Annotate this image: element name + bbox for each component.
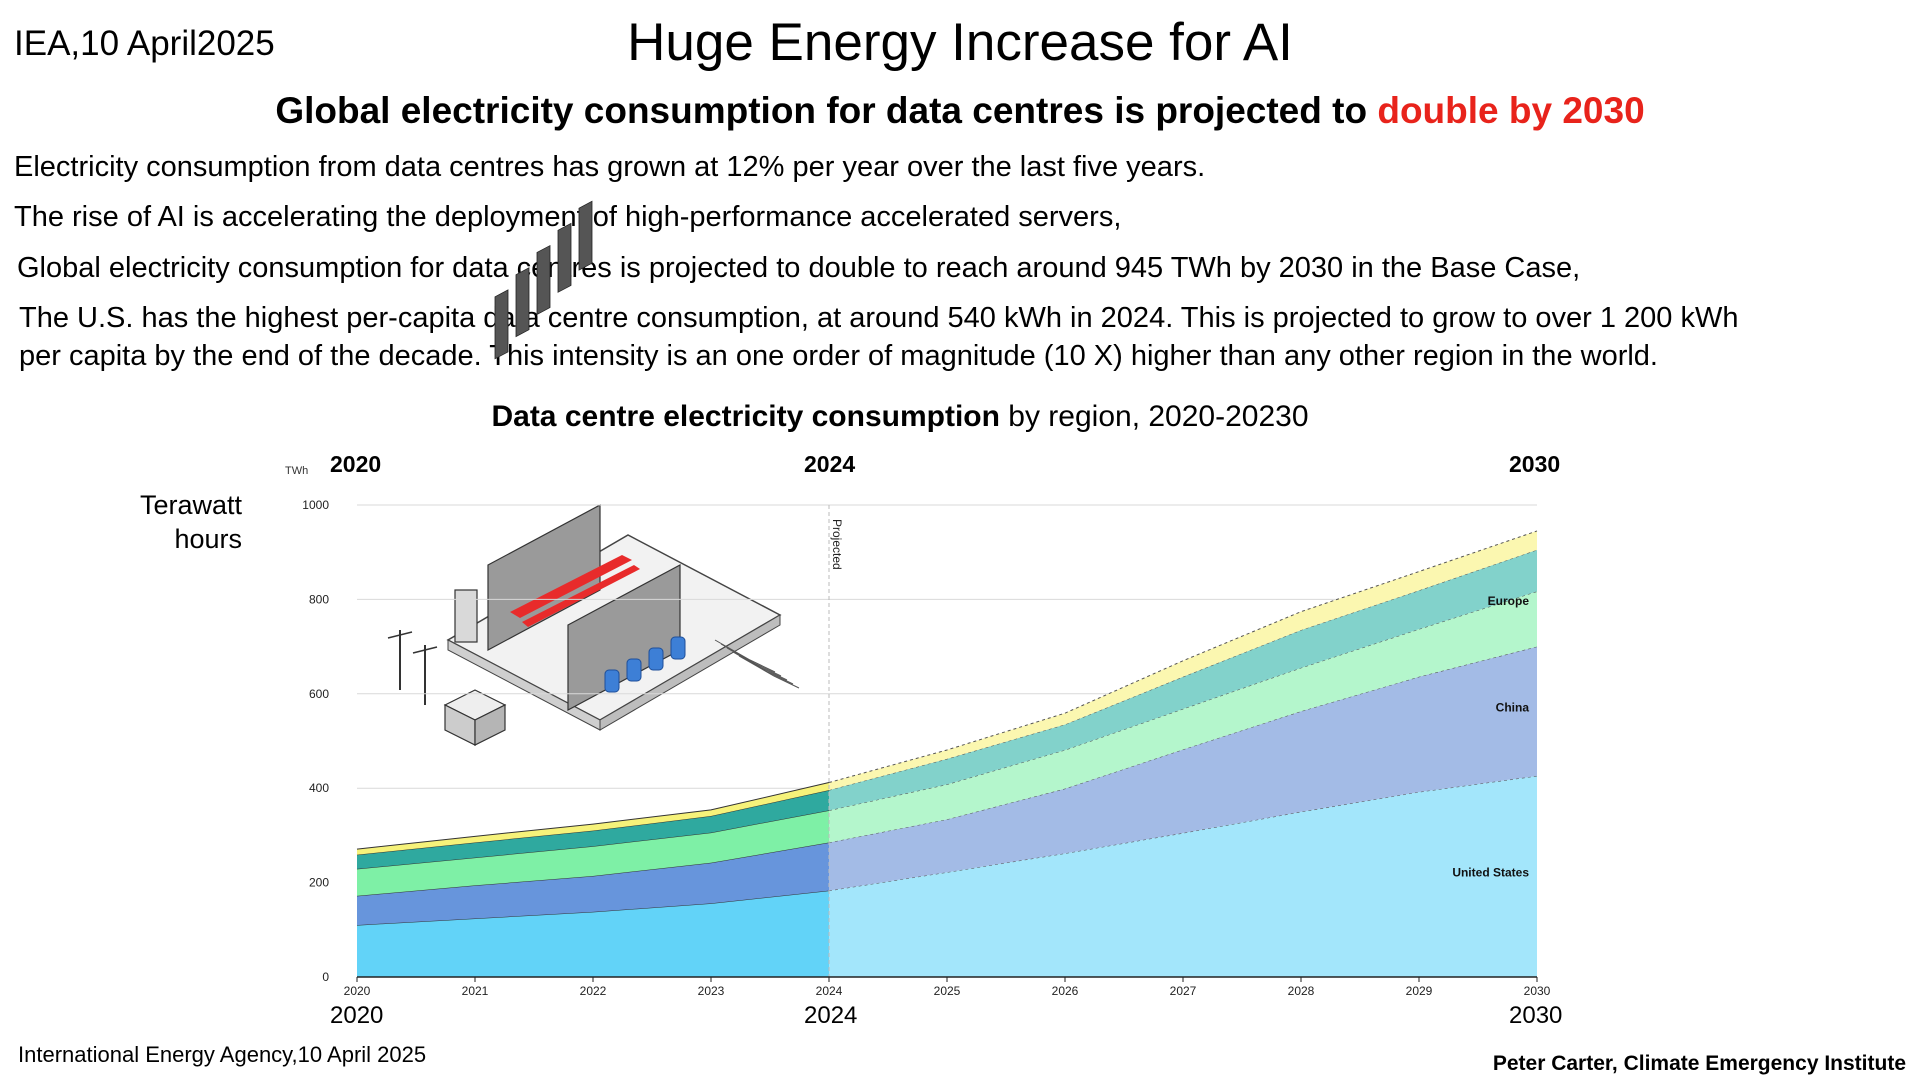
hot-aisle-2 [522, 565, 640, 627]
cable-4 [738, 655, 800, 689]
y-tick-1000: 1000 [302, 498, 329, 512]
top-year-2030: 2030 [1509, 451, 1561, 477]
chart-title-bold: Data centre electricity consumption [491, 400, 1000, 433]
transformer-right [474, 704, 506, 746]
line-proj-4 [828, 530, 1538, 784]
projected-label: Projected [830, 519, 844, 570]
y-tick-0: 0 [322, 970, 329, 984]
y-tick-400: 400 [309, 781, 329, 795]
cooling-unit-3 [670, 636, 686, 660]
rack-back-3 [557, 222, 572, 293]
pole-arm-0 [387, 631, 413, 639]
paragraph-4a: The U.S. has the highest per-capita data… [19, 302, 1739, 334]
y-tick-200: 200 [309, 876, 329, 890]
y-tick-800: 800 [309, 592, 329, 606]
subtitle: Global electricity consumption for data … [0, 90, 1920, 132]
x-tick-2025: 2025 [934, 984, 961, 998]
area-hist-0 [357, 890, 829, 977]
top-year-2020: 2020 [330, 451, 382, 477]
rack-back-1 [515, 267, 530, 338]
line-hist-4 [356, 782, 830, 850]
unit-label: TWh [285, 465, 308, 477]
bottom-year-2024: 2024 [804, 1002, 858, 1029]
electrical-cabinet [454, 589, 478, 643]
area-hist-2 [357, 810, 829, 896]
x-tick-2023: 2023 [698, 984, 725, 998]
x-tick-2027: 2027 [1170, 984, 1197, 998]
rack-back-4 [578, 200, 593, 271]
footer-credit: Peter Carter, Climate Emergency Institut… [1492, 1052, 1906, 1075]
paragraph-3: Global electricity consumption for data … [17, 252, 1581, 284]
data-centre-illustration-icon [387, 200, 800, 746]
x-tick-2030: 2030 [1524, 984, 1551, 998]
bottom-year-2030: 2030 [1509, 1002, 1563, 1029]
x-tick-2024: 2024 [816, 984, 843, 998]
area-proj-1 [829, 646, 1537, 891]
rack-back-2 [536, 244, 551, 316]
area-proj-0 [829, 775, 1537, 977]
platform-right [599, 614, 781, 731]
chart-title: Data centre electricity consumption by r… [0, 400, 1800, 434]
series-label-1: China [1496, 700, 1530, 714]
cooling-unit-2 [648, 647, 664, 671]
paragraph-1: Electricity consumption from data centre… [14, 151, 1206, 183]
areas: Projected United States China Europe [356, 505, 1538, 977]
top-year-2024: 2024 [804, 451, 856, 477]
rack-back-0 [494, 289, 509, 360]
bottom-year-2020: 2020 [330, 1002, 384, 1029]
y-axis-label: Terawatt hours [139, 490, 242, 554]
area-proj-2 [829, 591, 1537, 843]
cooling-unit-0 [604, 669, 620, 693]
x-tick-2029: 2029 [1406, 984, 1433, 998]
x-tick-2021: 2021 [462, 984, 489, 998]
pole-arm-1 [412, 646, 438, 654]
x-tick-2020: 2020 [344, 984, 371, 998]
series-label-2: Europe [1488, 594, 1530, 608]
area-proj-3 [829, 549, 1537, 811]
cooling-unit-1 [626, 658, 642, 682]
series-label-0: United States [1452, 865, 1529, 879]
page-title: Huge Energy Increase for AI [627, 13, 1293, 72]
y-tick-600: 600 [309, 687, 329, 701]
subtitle-main: Global electricity consumption for data … [275, 90, 1378, 131]
x-tick-2022: 2022 [580, 984, 607, 998]
area-hist-3 [357, 790, 829, 869]
area-proj-4 [829, 530, 1537, 791]
chart-title-rest: by region, 2020-20230 [999, 400, 1309, 433]
x-tick-2028: 2028 [1288, 984, 1315, 998]
hot-aisle-1 [510, 555, 632, 618]
source-label: IEA,10 April2025 [14, 24, 275, 63]
x-tick-2026: 2026 [1052, 984, 1079, 998]
subtitle-highlight: double by 2030 [1377, 90, 1645, 131]
footer-source: International Energy Agency,10 April 202… [18, 1042, 427, 1067]
paragraph-4b: per capita by the end of the decade. Thi… [19, 340, 1658, 372]
axes: 2020 2021 2022 2023 2024 2025 2026 2027 2028 2029… [344, 976, 1551, 998]
